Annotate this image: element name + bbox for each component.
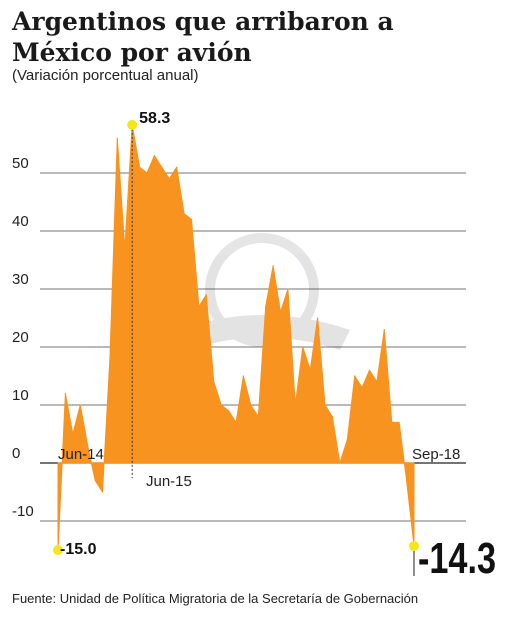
data-point bbox=[265, 305, 267, 307]
data-point bbox=[317, 317, 319, 319]
data-point bbox=[94, 479, 96, 481]
data-point bbox=[87, 445, 89, 447]
axis-layer: Jun-14 Jun-15 Sep-18 bbox=[58, 124, 460, 576]
data-point bbox=[406, 479, 408, 481]
area-chart: -10 0 10 20 30 40 50 Jun-14 Jun-15 Sep-18 58.3 -1… bbox=[12, 110, 496, 583]
y-tick-label: 0 bbox=[12, 445, 20, 462]
data-point bbox=[213, 381, 215, 383]
data-point bbox=[376, 381, 378, 383]
x-label-jun14: Jun-14 bbox=[58, 446, 104, 463]
data-point bbox=[398, 421, 400, 423]
data-point bbox=[361, 387, 363, 389]
data-point bbox=[368, 369, 371, 371]
data-point bbox=[176, 166, 178, 168]
source-note: Fuente: Unidad de Política Migratoria de… bbox=[12, 591, 419, 606]
y-tick-label: 10 bbox=[12, 387, 29, 404]
data-point bbox=[190, 218, 193, 220]
data-point bbox=[287, 288, 289, 290]
x-label-sep18: Sep-18 bbox=[412, 446, 460, 463]
data-point bbox=[309, 369, 311, 371]
data-point bbox=[242, 375, 244, 377]
start-value-label: -15.0 bbox=[60, 541, 97, 558]
data-point bbox=[272, 265, 274, 267]
y-tick-label: -10 bbox=[12, 503, 34, 520]
data-point bbox=[72, 433, 74, 435]
data-point bbox=[205, 294, 207, 296]
peak-highlight-dot bbox=[127, 119, 138, 130]
series-area bbox=[57, 124, 415, 551]
annotation-layer: 58.3 -15.0 -14.3 bbox=[53, 110, 496, 583]
data-point bbox=[324, 404, 326, 406]
data-point bbox=[124, 247, 126, 249]
data-point bbox=[346, 439, 348, 441]
y-tick-label: 30 bbox=[12, 271, 29, 288]
data-point bbox=[354, 375, 356, 377]
y-tick-label: 20 bbox=[12, 329, 29, 346]
end-value-label: -14.3 bbox=[418, 534, 496, 583]
data-point bbox=[161, 166, 163, 168]
data-point bbox=[391, 421, 393, 423]
data-point bbox=[101, 491, 104, 493]
data-point bbox=[339, 462, 341, 464]
chart-subtitle: (Variación porcentual anual) bbox=[12, 67, 199, 84]
data-point bbox=[64, 392, 66, 394]
data-point bbox=[116, 137, 118, 139]
data-point bbox=[198, 305, 200, 307]
data-point bbox=[168, 178, 170, 180]
data-point bbox=[250, 404, 252, 406]
data-point bbox=[183, 213, 185, 215]
data-point bbox=[79, 404, 81, 406]
data-point bbox=[228, 410, 230, 412]
data-point bbox=[257, 416, 259, 418]
data-point bbox=[146, 172, 148, 174]
area-layer bbox=[57, 124, 415, 551]
data-point bbox=[235, 421, 237, 423]
data-point bbox=[153, 155, 155, 157]
data-point bbox=[331, 416, 333, 418]
data-point bbox=[139, 166, 141, 168]
start-highlight-dot bbox=[53, 545, 63, 555]
data-point bbox=[294, 404, 296, 406]
y-tick-label: 50 bbox=[12, 155, 29, 172]
data-point bbox=[109, 358, 111, 360]
data-point bbox=[383, 329, 385, 331]
watermark-ring bbox=[205, 233, 319, 347]
end-highlight-dot bbox=[409, 540, 419, 551]
y-tick-label: 40 bbox=[12, 213, 29, 230]
x-label-jun15: Jun-15 bbox=[146, 473, 192, 490]
data-point bbox=[279, 311, 282, 313]
chart-title: Argentinos que arribaron a México por av… bbox=[12, 7, 394, 67]
data-point bbox=[302, 346, 304, 348]
data-point bbox=[220, 404, 222, 406]
peak-value-label: 58.3 bbox=[139, 110, 170, 127]
